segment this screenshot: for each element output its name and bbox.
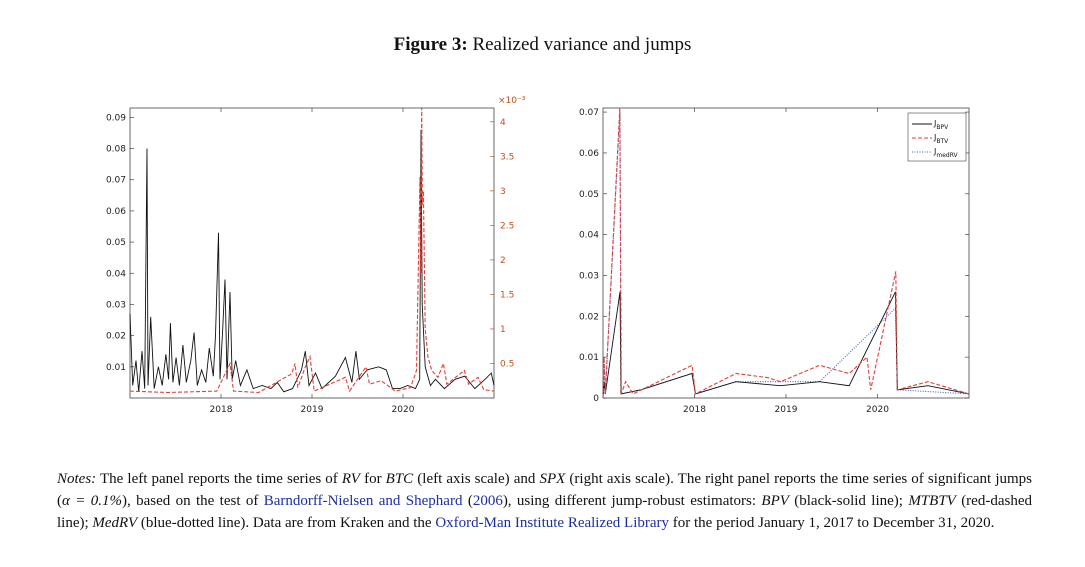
x-tick-label: 2020 <box>866 405 889 415</box>
y-tick-label: 0.03 <box>106 300 126 310</box>
left-panel: 0.01 0.02 0.03 0.04 0.05 0.06 0.07 0.08 0.09 0.5… <box>106 96 526 415</box>
right-series <box>602 107 970 399</box>
citation-year-link[interactable]: 2006 <box>472 493 503 509</box>
right-y-tick-label: 0.5 <box>500 359 514 369</box>
notes-text-6: ( <box>462 493 473 509</box>
y-tick-label: 0.07 <box>106 176 126 186</box>
left-y-axis: 0.01 0.02 0.03 0.04 0.05 0.06 0.07 0.08 0.09 <box>106 113 134 373</box>
y-tick-label: 0.04 <box>106 269 126 279</box>
notes-text-10: (blue-dotted line). Data are from Kraken… <box>137 515 436 531</box>
notes-math-rv: RV <box>341 471 360 487</box>
right-x-axis: 2018 2019 2020 <box>683 108 889 415</box>
right-y-tick-label: 4 <box>500 118 506 128</box>
legend-label: JmedRV <box>933 147 959 159</box>
notes-text-7: ), using different jump-robust estimator… <box>502 493 762 509</box>
y-tick-label: 0.06 <box>106 207 126 217</box>
notes-math-medrv: MedRV <box>92 515 138 531</box>
x-tick-label: 2019 <box>775 405 798 415</box>
x-tick-label: 2020 <box>392 405 415 415</box>
right-y-tick-label: 2.5 <box>500 221 514 231</box>
y-tick-label: 0.05 <box>579 190 599 200</box>
notes-text-4: (right axis scale). The right panel repo… <box>57 471 1032 509</box>
notes-text-11: for the period January 1, 2017 to Decemb… <box>669 515 995 531</box>
notes-text-5: ), based on the test of <box>121 493 264 509</box>
right-panel: 00.010.020.030.040.050.060.07 2018 2019 20… <box>579 107 970 415</box>
notes-math-btc: BTC <box>385 471 414 487</box>
x-tick-label: 2018 <box>210 405 233 415</box>
right-y-tick-label: 2 <box>500 256 506 266</box>
series-line-0 <box>129 129 495 393</box>
citation-link[interactable]: Barndorff-Nielsen and Shephard <box>263 493 463 509</box>
legend-label-main: J <box>933 119 936 128</box>
legend-label-sub: BTV <box>936 138 949 145</box>
notes-math-spx: SPX <box>539 471 566 487</box>
notes-text-8: (black-solid line); <box>788 493 909 509</box>
y-tick-label: 0.01 <box>579 353 599 363</box>
right-y-tick-label: 3 <box>500 187 506 197</box>
x-tick-label: 2019 <box>301 405 324 415</box>
y-tick-label: 0.02 <box>106 332 126 342</box>
left-x-axis: 2018 2019 2020 <box>210 108 415 415</box>
notes-math-mtbtv: MTBTV <box>908 493 956 509</box>
legend-label: JBPV <box>933 119 949 131</box>
y-tick-label: 0.02 <box>579 312 599 322</box>
notes-text-1: The left panel reports the time series o… <box>96 471 342 487</box>
y-tick-label: 0.01 <box>106 363 126 373</box>
right-y-tick-label: 3.5 <box>500 152 514 162</box>
y-tick-label: 0 <box>593 394 599 404</box>
figure-title: Figure 3: Realized variance and jumps <box>0 34 1085 56</box>
right-y-axis: 0 0.01 0.02 0.03 0.04 0.05 0.06 0.07 <box>579 108 969 404</box>
y-tick-label: 0.05 <box>106 238 126 248</box>
y-tick-label: 0.03 <box>579 271 599 281</box>
figure-notes: Notes: The left panel reports the time s… <box>57 468 1032 534</box>
legend-label-main: J <box>933 147 936 156</box>
legend-box <box>907 112 967 162</box>
left-plot-frame <box>129 107 495 399</box>
series-line-2 <box>602 107 970 399</box>
legend-label: JBTV <box>933 133 949 145</box>
y-tick-label: 0.06 <box>579 149 599 159</box>
legend-label-sub: BPV <box>936 124 949 131</box>
left-series <box>129 107 495 394</box>
notes-math-alpha: α = 0.1% <box>62 493 122 509</box>
y-tick-label: 0.08 <box>106 145 126 155</box>
oxford-man-link[interactable]: Oxford-Man Institute Realized Library <box>435 515 670 531</box>
notes-text-2: for <box>359 471 386 487</box>
y-tick-label: 0.07 <box>579 108 599 118</box>
legend-label-main: J <box>933 133 936 142</box>
notes-label: Notes: <box>57 471 97 487</box>
legend-label-sub: medRV <box>936 152 958 159</box>
x-tick-label: 2018 <box>683 405 706 415</box>
right-y-tick-label: 1 <box>500 325 506 335</box>
right-y-tick-label: 1.5 <box>500 290 514 300</box>
y-tick-label: 0.09 <box>106 113 126 123</box>
left-right-y-axis: 0.5 1 1.5 2 2.5 3 3.5 4 <box>490 118 514 369</box>
series-line-1 <box>129 107 495 394</box>
notes-math-bpv: BPV <box>761 493 789 509</box>
notes-text-9: (red-dashed line); <box>57 493 1032 531</box>
figure-title-text: Realized variance and jumps <box>472 34 692 55</box>
notes-text-3: (left axis scale) and <box>413 471 540 487</box>
right-axis-exponent: ×10⁻³ <box>498 96 526 106</box>
y-tick-label: 0.04 <box>579 231 599 241</box>
figure-label: Figure 3: <box>393 34 468 55</box>
